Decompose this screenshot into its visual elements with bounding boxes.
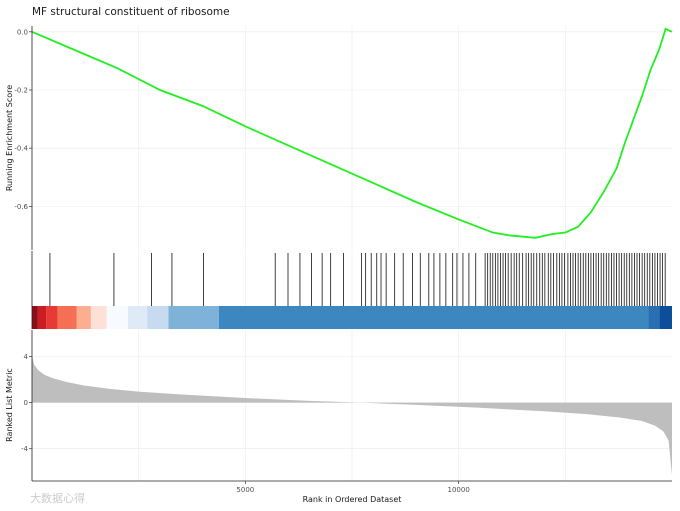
enrichment-y-axis-label: Running Enrichment Score	[5, 85, 14, 191]
enrichment-panel: 0.0 -0.2 -0.4 -0.6 Running Enrichment Score	[5, 26, 673, 250]
ranking-heat-bar	[32, 306, 672, 329]
heat-band	[168, 306, 219, 329]
heat-band	[106, 306, 128, 329]
x-tick-label: 5000	[236, 486, 254, 494]
metric-y-axis-label: Ranked List Metric	[5, 368, 14, 442]
enrichment-y-ticks: 0.0 -0.2 -0.4 -0.6	[14, 28, 32, 211]
heat-band	[37, 306, 47, 329]
metric-panel: 4 0 -4 5000 10000 Ranked List Metric Rank i…	[5, 330, 672, 504]
heat-band	[659, 306, 672, 329]
heat-band	[57, 306, 77, 329]
heat-band	[32, 306, 38, 329]
enrichment-gridlines	[32, 26, 672, 250]
y-tick-label: -0.6	[14, 203, 28, 211]
y-tick-label: -0.4	[14, 145, 28, 153]
heat-band	[648, 306, 660, 329]
metric-y-ticks: 4 0 -4	[21, 353, 32, 453]
heat-band	[76, 306, 91, 329]
gene-hit-ticks	[49, 253, 666, 306]
y-tick-label: -4	[21, 445, 29, 453]
enrichment-score-line	[31, 27, 673, 239]
heat-band	[128, 306, 148, 329]
x-tick-label: 10000	[448, 486, 470, 494]
y-tick-label: 4	[24, 353, 29, 361]
hits-panel	[31, 251, 672, 329]
heat-band	[218, 306, 649, 329]
chart-title: MF structural constituent of ribosome	[32, 6, 230, 18]
x-axis-label: Rank in Ordered Dataset	[303, 495, 402, 504]
heat-band	[147, 306, 169, 329]
heat-band	[90, 306, 107, 329]
heat-band	[46, 306, 58, 329]
y-tick-label: -0.2	[14, 87, 28, 95]
watermark: 大数据心得	[30, 491, 85, 505]
y-tick-label: 0.0	[17, 28, 28, 36]
y-tick-label: 0	[24, 399, 28, 407]
x-axis-ticks: 5000 10000	[236, 481, 470, 494]
